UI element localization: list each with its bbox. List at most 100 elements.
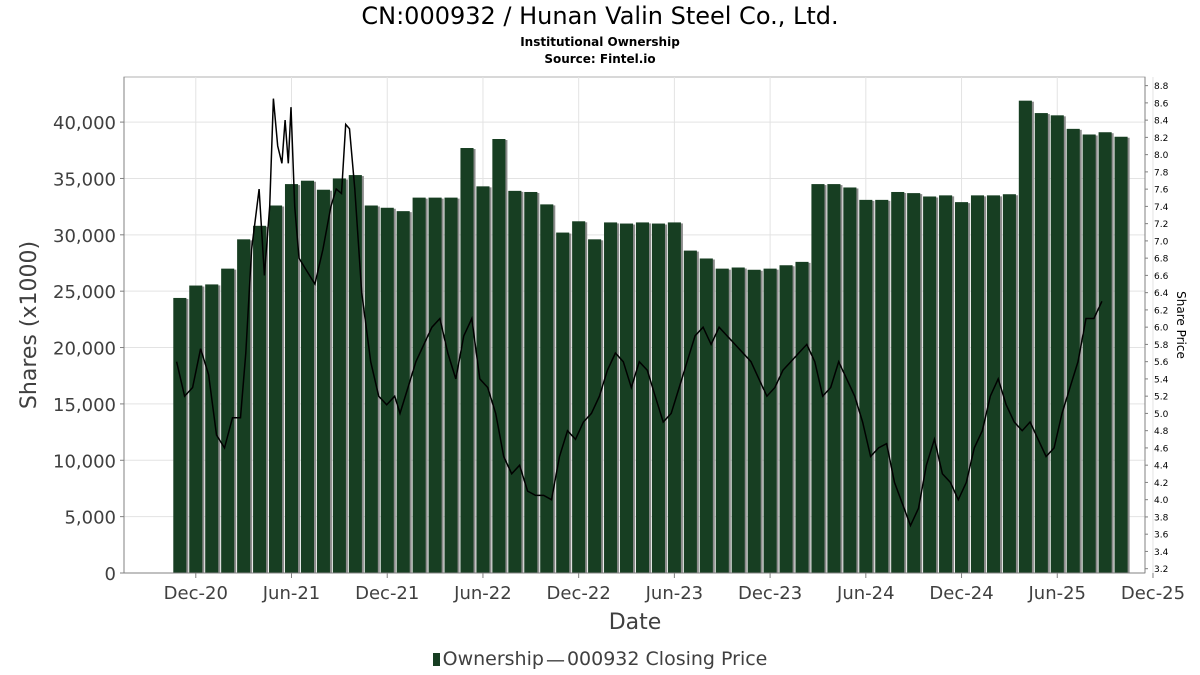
ownership-bar bbox=[939, 195, 953, 573]
y2-tick-label: 7.4 bbox=[1154, 203, 1169, 213]
y2-tick-label: 4.8 bbox=[1154, 427, 1169, 437]
y2-tick-label: 7.8 bbox=[1154, 168, 1169, 178]
y2-tick-label: 4.4 bbox=[1154, 462, 1169, 472]
y-tick-label: 20,000 bbox=[53, 339, 116, 360]
y-tick-label: 5,000 bbox=[64, 508, 116, 529]
ownership-bar bbox=[1034, 113, 1048, 573]
y-tick-label: 30,000 bbox=[53, 226, 116, 247]
ownership-bar bbox=[253, 225, 267, 574]
y2-tick-label: 3.8 bbox=[1154, 513, 1169, 523]
ownership-bar bbox=[1066, 128, 1080, 573]
ownership-bar bbox=[412, 197, 426, 574]
ownership-bar bbox=[986, 195, 1000, 573]
ownership-bar bbox=[492, 139, 506, 573]
ownership-bar bbox=[556, 232, 570, 573]
ownership-bar bbox=[970, 195, 985, 573]
y2-tick-label: 8.8 bbox=[1154, 82, 1169, 92]
ownership-bar bbox=[540, 204, 554, 573]
ownership-bar bbox=[635, 222, 650, 573]
ownership-bar bbox=[604, 222, 618, 573]
y2-tick-label: 3.6 bbox=[1154, 531, 1169, 541]
x-tick-label: Dec-21 bbox=[355, 583, 419, 604]
ownership-bar bbox=[572, 221, 586, 574]
ownership-bar bbox=[1082, 134, 1096, 573]
chart-title: CN:000932 / Hunan Valin Steel Co., Ltd. bbox=[361, 2, 839, 30]
ownership-legend-swatch bbox=[432, 653, 440, 666]
ownership-bar bbox=[428, 197, 442, 574]
y-tick-label: 15,000 bbox=[53, 395, 116, 416]
legend-price: 000932 Closing Price bbox=[566, 648, 768, 670]
ownership-bar bbox=[923, 196, 937, 573]
y2-tick-label: 7.6 bbox=[1154, 186, 1169, 196]
ownership-bar bbox=[683, 250, 697, 573]
ownership-bar bbox=[1018, 100, 1032, 573]
y2-tick-label: 5.8 bbox=[1154, 341, 1169, 351]
y2-tick-label: 6.2 bbox=[1154, 306, 1168, 316]
y2-tick-label: 5.0 bbox=[1154, 410, 1169, 420]
price-line-group bbox=[175, 98, 1103, 528]
x-tick-label: Dec-20 bbox=[164, 583, 228, 604]
y2-tick-label: 7.0 bbox=[1154, 237, 1169, 247]
x-tick-label: Jun-24 bbox=[836, 583, 895, 604]
ownership-bar bbox=[332, 178, 346, 574]
y-tick-label: 25,000 bbox=[53, 282, 116, 303]
ownership-bar bbox=[954, 202, 969, 574]
ownership-bar bbox=[316, 189, 330, 573]
x-axis-label: Date bbox=[609, 610, 662, 635]
ownership-bar bbox=[460, 148, 474, 573]
y2-tick-label: 5.4 bbox=[1154, 375, 1169, 385]
ownership-bar bbox=[667, 222, 681, 573]
y2-axis-label: Share Price bbox=[1174, 291, 1188, 359]
y-tick-label: 35,000 bbox=[53, 169, 116, 190]
y2-tick-label: 8.4 bbox=[1154, 117, 1169, 127]
y-tick-label: 10,000 bbox=[53, 451, 116, 472]
ownership-bar bbox=[444, 197, 458, 574]
y-tick-label: 0 bbox=[105, 564, 116, 585]
ownership-bar bbox=[859, 199, 873, 573]
ownership-bar bbox=[795, 261, 809, 573]
y2-tick-label: 6.6 bbox=[1154, 272, 1169, 282]
x-tick-label: Dec-22 bbox=[547, 583, 611, 604]
ownership-bar bbox=[189, 285, 203, 573]
ownership-bar bbox=[1050, 115, 1064, 573]
ownership-bar bbox=[1114, 136, 1128, 573]
ownership-bar bbox=[779, 265, 793, 573]
y2-tick-label: 8.2 bbox=[1154, 134, 1168, 144]
ownership-bar bbox=[907, 193, 921, 574]
legend-ownership: Ownership bbox=[442, 648, 544, 670]
x-tick-label: Jun-21 bbox=[262, 583, 321, 604]
ownership-bar bbox=[237, 239, 251, 573]
ownership-bar bbox=[891, 191, 905, 573]
ownership-bar bbox=[651, 223, 665, 573]
y2-tick-label: 6.4 bbox=[1154, 289, 1169, 299]
ownership-bar bbox=[300, 180, 315, 573]
y2-tick-label: 4.6 bbox=[1154, 444, 1169, 454]
ownership-bar bbox=[524, 191, 538, 573]
ownership-bar bbox=[875, 199, 889, 573]
x-tick-label: Jun-25 bbox=[1027, 583, 1086, 604]
ownership-bar bbox=[396, 211, 410, 574]
ownership-bar bbox=[476, 186, 490, 573]
chart-source: Source: Fintel.io bbox=[544, 52, 656, 66]
y2-tick-label: 8.6 bbox=[1154, 99, 1169, 109]
ownership-bar bbox=[173, 297, 187, 573]
ownership-bar bbox=[269, 205, 283, 573]
chart-subtitle: Institutional Ownership bbox=[520, 35, 680, 49]
y2-tick-label: 6.8 bbox=[1154, 255, 1169, 265]
y2-tick-label: 3.2 bbox=[1154, 565, 1168, 575]
y2-tick-label: 5.2 bbox=[1154, 393, 1168, 403]
ownership-bar bbox=[1098, 132, 1112, 573]
ownership-bar bbox=[508, 190, 522, 573]
ownership-bar bbox=[763, 268, 777, 573]
legend-line-dash: — bbox=[545, 648, 565, 671]
x-tick-label: Jun-22 bbox=[453, 583, 512, 604]
axes: Dec-20 Jun-21 Dec-21 Jun-22 Dec-22 Jun-23 Dec-… bbox=[53, 77, 1185, 604]
ownership-bar bbox=[348, 175, 362, 573]
y2-tick-label: 3.4 bbox=[1154, 548, 1169, 558]
price-line bbox=[175, 98, 1103, 528]
y-axis-label: Shares (x1000) bbox=[17, 241, 42, 409]
ownership-bar bbox=[364, 205, 378, 573]
y2-tick-label: 4.0 bbox=[1154, 496, 1169, 506]
y2-tick-label: 4.2 bbox=[1154, 479, 1168, 489]
